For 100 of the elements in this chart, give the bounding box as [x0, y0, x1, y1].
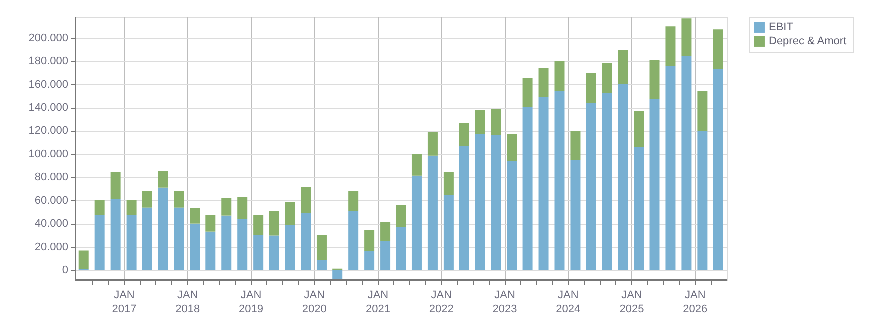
bar [300, 213, 311, 270]
bar [332, 270, 343, 280]
bar [94, 215, 105, 270]
bar [94, 200, 105, 216]
bar [475, 134, 486, 270]
bar [396, 227, 406, 270]
y-tick-label: 40.000 [34, 218, 68, 230]
bar [412, 176, 422, 270]
bar [507, 161, 518, 270]
bar [570, 131, 581, 160]
bar [491, 135, 502, 270]
y-tick-label: 100.000 [28, 148, 68, 160]
y-tick-label: 120.000 [28, 125, 68, 138]
legend-label: EBIT [769, 22, 794, 34]
y-tick-label: 0 [62, 264, 68, 277]
x-tick-label: JAN 2024 [556, 290, 581, 313]
bar [238, 219, 248, 270]
bar [602, 93, 612, 270]
bar [142, 191, 152, 208]
bar [650, 60, 660, 100]
x-tick-label: JAN 2026 [683, 290, 708, 313]
bar [222, 216, 232, 270]
y-tick-label: 160.000 [28, 78, 68, 91]
bar [650, 99, 660, 270]
bar [285, 225, 296, 270]
bar [666, 66, 676, 270]
bar [444, 172, 454, 196]
bar [254, 215, 264, 236]
bar [316, 235, 327, 260]
y-tick-label: 80.000 [34, 172, 68, 184]
bar [713, 69, 724, 270]
bar [412, 154, 422, 176]
y-tick-label: 200.000 [28, 32, 68, 44]
x-tick-label: JAN 2022 [429, 290, 454, 313]
bar [459, 123, 470, 146]
bar [126, 200, 137, 216]
bar [158, 188, 168, 270]
bar [206, 232, 216, 270]
bar [348, 191, 359, 212]
bar [554, 61, 565, 92]
bar [428, 156, 438, 270]
bar [491, 109, 502, 136]
bar [570, 160, 581, 270]
bar [444, 195, 454, 270]
bar [238, 197, 248, 220]
bar [174, 191, 184, 208]
x-tick-label: JAN 2018 [176, 290, 200, 313]
bar [554, 91, 565, 270]
bar [459, 146, 470, 270]
bar [538, 68, 549, 98]
y-tick-label: 60.000 [34, 194, 68, 207]
bar [110, 199, 121, 270]
bar [348, 211, 359, 270]
y-tick-label: 20.000 [34, 241, 68, 254]
bar [110, 172, 121, 200]
x-tick-label: JAN 2021 [366, 290, 390, 313]
bar [316, 260, 327, 270]
bar [586, 103, 596, 270]
bar [682, 56, 692, 270]
bar [522, 107, 533, 270]
bar [269, 236, 280, 270]
bar [522, 78, 533, 108]
y-tick-label: 140.000 [28, 102, 68, 114]
bar [682, 18, 692, 56]
bar [78, 250, 89, 270]
bar [634, 147, 644, 270]
x-tick-label: JAN 2019 [239, 290, 264, 313]
bar [618, 50, 628, 84]
bar [618, 84, 628, 270]
bar [222, 198, 232, 216]
bar [126, 215, 137, 270]
bar [634, 111, 644, 148]
bar [396, 205, 406, 228]
bar [158, 171, 168, 188]
bar [300, 187, 311, 214]
bar [380, 241, 391, 270]
y-tick-label: 180.000 [28, 56, 68, 68]
bar [428, 132, 438, 156]
bar [190, 208, 200, 224]
x-tick-label: JAN 2023 [492, 290, 518, 313]
bar [190, 224, 200, 270]
bar [142, 208, 152, 270]
legend-label: Deprec & Amort [769, 36, 847, 48]
bar [380, 222, 391, 242]
bar [206, 215, 216, 232]
bar [538, 97, 549, 270]
bar [586, 74, 596, 104]
x-tick-label: JAN 2025 [620, 290, 644, 313]
bar [698, 91, 708, 132]
bar [666, 26, 676, 66]
bar [285, 202, 296, 226]
bar [269, 211, 280, 236]
bar [475, 110, 486, 134]
bar [507, 134, 518, 162]
bar [713, 30, 724, 70]
x-tick-label: JAN 2017 [112, 290, 137, 313]
bar [602, 64, 612, 94]
bar [364, 230, 375, 252]
bar [254, 235, 264, 270]
x-tick-label: JAN 2020 [302, 290, 327, 313]
